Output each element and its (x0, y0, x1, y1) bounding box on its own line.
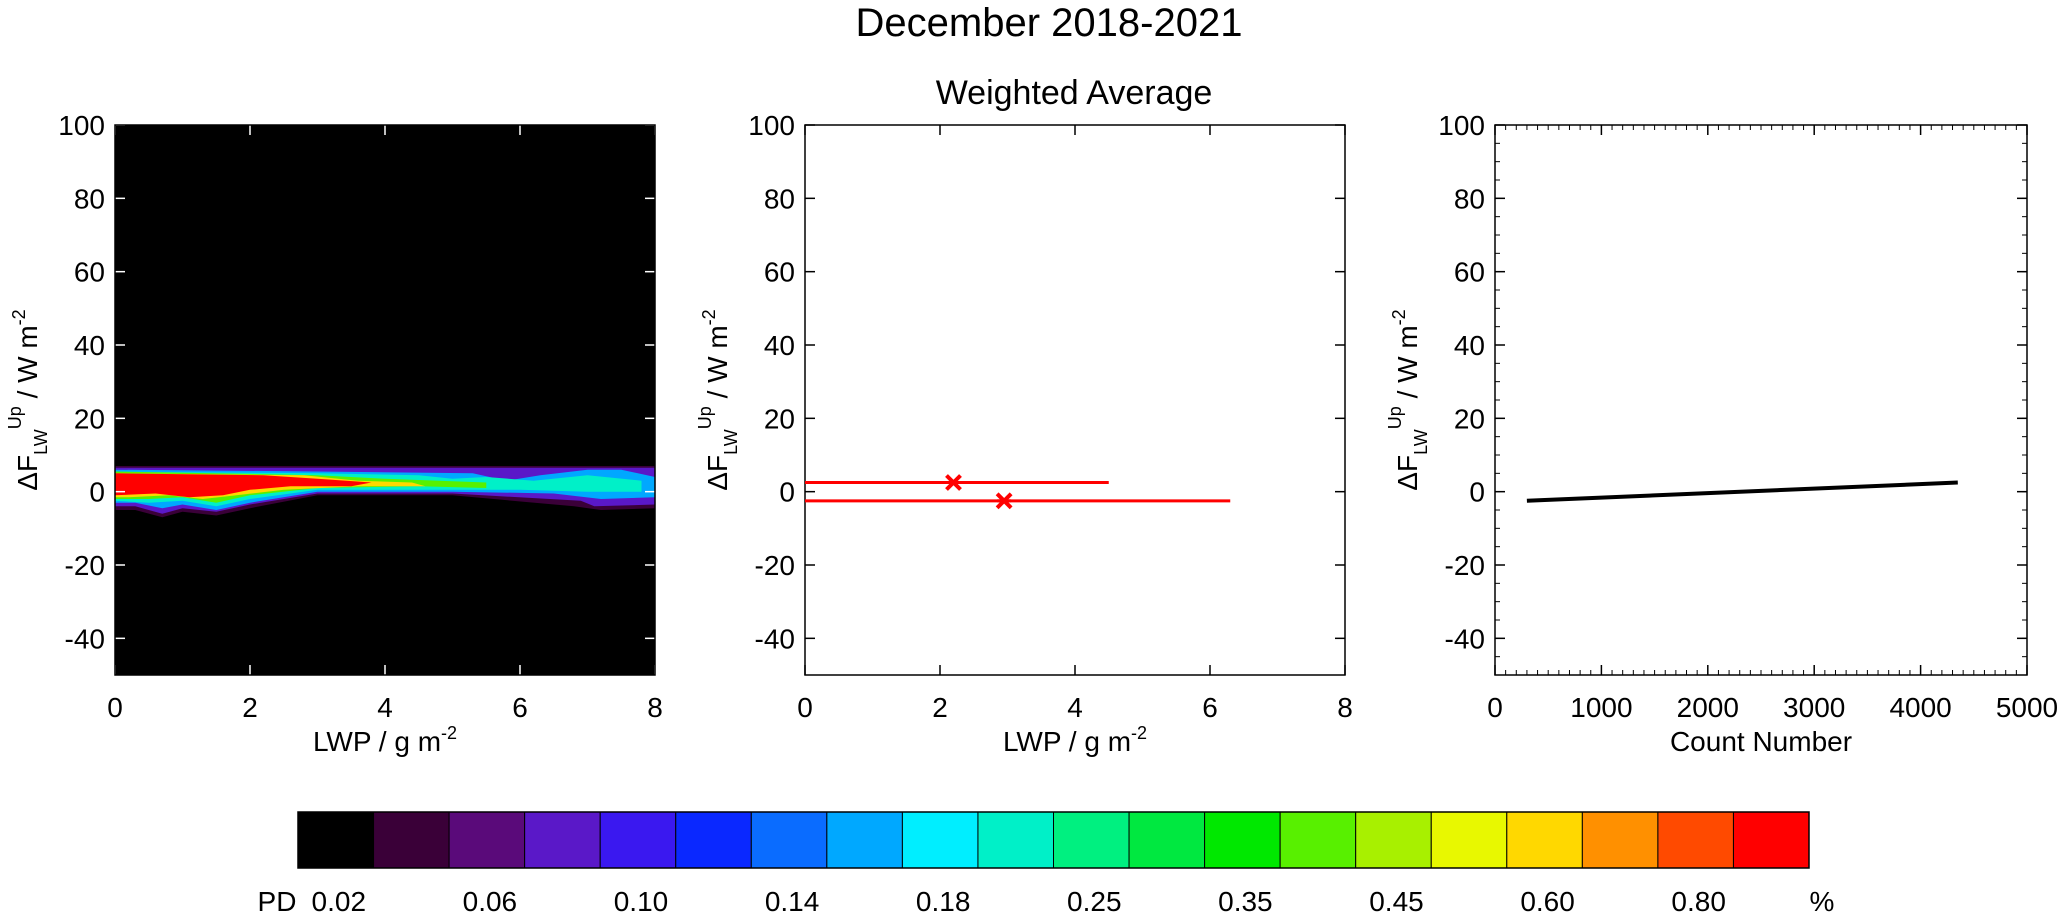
y-tick-label: 100 (748, 110, 795, 141)
y-tick-label: 60 (74, 257, 105, 288)
y-tick-label: 100 (1438, 110, 1485, 141)
colorbar-tick-label: 0.06 (463, 886, 518, 913)
colorbar-tick-label: 0.60 (1520, 886, 1575, 913)
colorbar-swatch (675, 811, 752, 869)
colorbar-swatch (373, 811, 450, 869)
x-tick-label: 4 (377, 692, 393, 723)
x-tick-label: 2000 (1677, 692, 1739, 723)
heatmap-panel: -40 -20 0 20 40 60 80 100 0 2 4 6 8 LWP / g m-2 ΔFLWUp… (5, 110, 663, 757)
x-tick-label: 2 (242, 692, 258, 723)
colorbar-tick-label: 0.14 (765, 886, 820, 913)
y-tick-label: 60 (1454, 257, 1485, 288)
colorbar-tick-label: 0.80 (1671, 886, 1726, 913)
y-tick-label: -40 (65, 623, 105, 654)
colorbar-swatch (1204, 811, 1281, 869)
colorbar-unit: % (1810, 886, 1835, 913)
colorbar-swatch (599, 811, 677, 869)
figure-title: December 2018-2021 (856, 1, 1243, 45)
y-axis-label: ΔFLWUp / W m-2 (695, 309, 741, 490)
y-axis-label: ΔFLWUp / W m-2 (5, 309, 51, 490)
y-tick-label: -20 (755, 550, 795, 581)
colorbar-tick-label: 0.02 (312, 886, 367, 913)
colorbar-swatch (1053, 811, 1130, 869)
x-tick-label: 5000 (1996, 692, 2058, 723)
y-tick-label: 20 (764, 403, 795, 434)
y-tick-label: 0 (779, 477, 795, 508)
data-point-marker (945, 474, 962, 491)
colorbar-swatch (448, 811, 526, 869)
colorbar-swatch (1657, 811, 1734, 869)
y-tick-label: 40 (764, 330, 795, 361)
x-tick-label: 0 (797, 692, 813, 723)
colorbar: 0.02 0.06 0.10 0.14 0.18 0.25 0.35 0.45 0.60 0.80… (258, 811, 1835, 913)
x-axis-label: LWP / g m-2 (1003, 723, 1147, 757)
scatter-panel: -40 -20 0 20 40 60 80 100 0 2 4 6 8 LWP / g m-2 ΔFLWUp… (695, 110, 1353, 757)
plot-frame (804, 124, 1346, 676)
heatmap-density-contour (115, 473, 372, 498)
colorbar-swatch (1581, 811, 1659, 869)
x-tick-label: 0 (107, 692, 123, 723)
colorbar-swatch (1506, 811, 1583, 869)
colorbar-swatch (977, 811, 1055, 869)
colorbar-swatch (1732, 811, 1810, 869)
x-tick-label: 8 (647, 692, 663, 723)
y-tick-label: 20 (1454, 403, 1485, 434)
y-tick-label: 100 (58, 110, 105, 141)
colorbar-swatch (826, 811, 903, 869)
x-tick-label: 4000 (1889, 692, 1951, 723)
x-tick-label: 4 (1067, 692, 1083, 723)
colorbar-swatch (1128, 811, 1206, 869)
colorbar-tick-label: 0.10 (614, 886, 669, 913)
y-tick-label: 80 (74, 183, 105, 214)
plot-frame (114, 124, 656, 676)
y-tick-label: -40 (755, 623, 795, 654)
colorbar-swatch (524, 811, 601, 869)
data-point-marker (995, 492, 1013, 510)
colorbar-swatch (1430, 811, 1508, 869)
colorbar-label: PD (258, 886, 297, 913)
colorbar-tick-label: 0.35 (1218, 886, 1273, 913)
y-tick-label: -20 (65, 550, 105, 581)
colorbar-swatch (1355, 811, 1432, 869)
x-tick-label: 6 (1202, 692, 1218, 723)
x-tick-label: 0 (1487, 692, 1503, 723)
y-tick-label: 0 (89, 477, 105, 508)
x-tick-label: 2 (932, 692, 948, 723)
y-axis-label: ΔFLWUp / W m-2 (1385, 309, 1431, 490)
colorbar-swatch (901, 811, 979, 869)
y-tick-label: -20 (1445, 550, 1485, 581)
x-tick-label: 3000 (1783, 692, 1845, 723)
colorbar-frame (297, 811, 1810, 869)
plot-frame (1494, 124, 2028, 676)
colorbar-tick-label: 0.45 (1369, 886, 1424, 913)
y-tick-label: 60 (764, 257, 795, 288)
y-tick-label: 40 (74, 330, 105, 361)
x-axis-label: LWP / g m-2 (313, 723, 457, 757)
x-axis-label: Count Number (1670, 726, 1852, 757)
y-tick-label: 80 (764, 183, 795, 214)
y-tick-label: 80 (1454, 183, 1485, 214)
colorbar-swatch (297, 811, 375, 869)
colorbar-swatch (1279, 811, 1357, 869)
series-line (1526, 480, 1958, 503)
x-tick-label: 1000 (1570, 692, 1632, 723)
y-tick-label: -40 (1445, 623, 1485, 654)
y-tick-label: 20 (74, 403, 105, 434)
x-tick-label: 8 (1337, 692, 1353, 723)
y-tick-label: 40 (1454, 330, 1485, 361)
panel-subtitle: Weighted Average (936, 74, 1213, 112)
heatmap-background (115, 125, 655, 675)
x-tick-label: 6 (512, 692, 528, 723)
colorbar-tick-label: 0.18 (916, 886, 971, 913)
colorbar-tick-label: 0.25 (1067, 886, 1122, 913)
y-tick-label: 0 (1469, 477, 1485, 508)
colorbar-swatch (750, 811, 828, 869)
